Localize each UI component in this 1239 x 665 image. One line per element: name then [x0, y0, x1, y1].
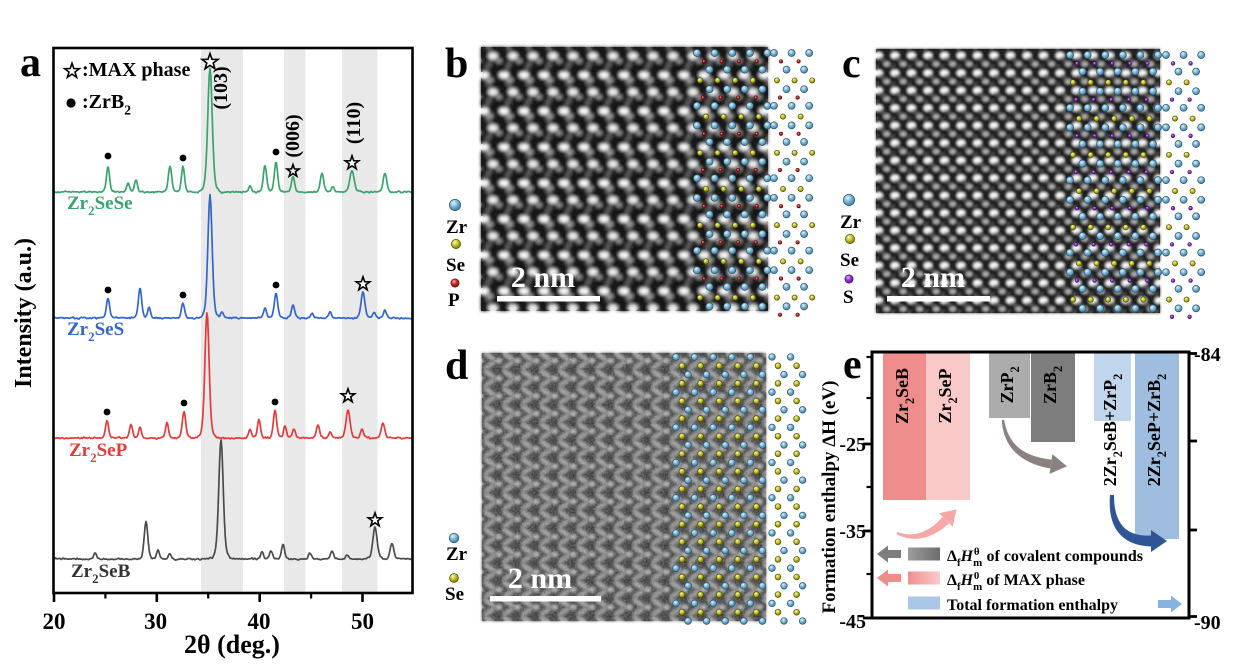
svg-text:S: S: [843, 287, 854, 308]
svg-text:b: b: [445, 41, 468, 87]
svg-text:Zr2 SeSe: Zr2 SeSe: [67, 193, 133, 218]
svg-text:Total formation enthalpy: Total formation enthalpy: [947, 597, 1118, 614]
svg-text:Zr2 SeB: Zr2 SeB: [71, 561, 131, 586]
svg-text:ZrB2: ZrB2: [1040, 366, 1065, 404]
svg-text:2Zr2 SeP+ZrB2: 2Zr2 SeP+ZrB2: [1144, 374, 1169, 486]
svg-text:Zr2 SeB: Zr2 SeB: [892, 368, 917, 424]
svg-text:(110): (110): [343, 102, 365, 144]
svg-text::MAX phase: :MAX phase: [82, 59, 190, 81]
svg-text:Se: Se: [446, 255, 465, 276]
svg-text:-45: -45: [839, 611, 866, 633]
svg-text:Zr: Zr: [446, 217, 468, 238]
svg-text:Δf Hm θ of covalent compounds: Δf Hm θ of covalent compounds: [947, 546, 1143, 569]
svg-text:50: 50: [351, 609, 374, 634]
svg-text:Se: Se: [840, 250, 859, 271]
svg-text:Δf Hm 0 of MAX phase: Δf Hm 0 of MAX phase: [947, 570, 1085, 593]
svg-text:d: d: [445, 343, 468, 389]
svg-text:(103): (103): [210, 66, 232, 109]
svg-text:e: e: [843, 342, 862, 388]
svg-text:(006): (006): [282, 114, 304, 157]
svg-text:Zr2 SeP: Zr2 SeP: [69, 440, 128, 465]
svg-text:2 nm: 2 nm: [901, 261, 965, 294]
svg-text:30: 30: [144, 609, 167, 634]
svg-text:-84: -84: [1194, 344, 1221, 366]
svg-text:-35: -35: [839, 521, 866, 543]
svg-text:2θ (deg.): 2θ (deg.): [184, 630, 280, 659]
svg-text:-90: -90: [1194, 612, 1221, 634]
svg-text:Zr2 SeS: Zr2 SeS: [67, 319, 124, 344]
svg-text:Se: Se: [445, 584, 464, 605]
svg-text:2 nm: 2 nm: [508, 562, 572, 595]
svg-text:2 nm: 2 nm: [511, 261, 575, 294]
svg-text:-25: -25: [839, 434, 866, 456]
svg-text:Formation enthalpy ΔH (eV): Formation enthalpy ΔH (eV): [819, 380, 840, 613]
svg-text:Zr: Zr: [840, 212, 862, 233]
svg-text:P: P: [448, 290, 460, 311]
svg-text:a: a: [20, 40, 41, 86]
svg-text:Zr: Zr: [446, 544, 468, 565]
svg-text:2Zr2 SeB+ZrP2: 2Zr2 SeB+ZrP2: [1100, 374, 1125, 486]
svg-text:Zr2 SeP: Zr2 SeP: [935, 368, 960, 423]
svg-text:c: c: [842, 41, 861, 87]
svg-text:20: 20: [43, 609, 66, 634]
svg-text::ZrB2: :ZrB2: [82, 91, 131, 117]
svg-text:Intensity (a.u.): Intensity (a.u.): [11, 238, 37, 388]
svg-text:40: 40: [248, 609, 271, 634]
svg-text:ZrP2: ZrP2: [997, 366, 1022, 403]
